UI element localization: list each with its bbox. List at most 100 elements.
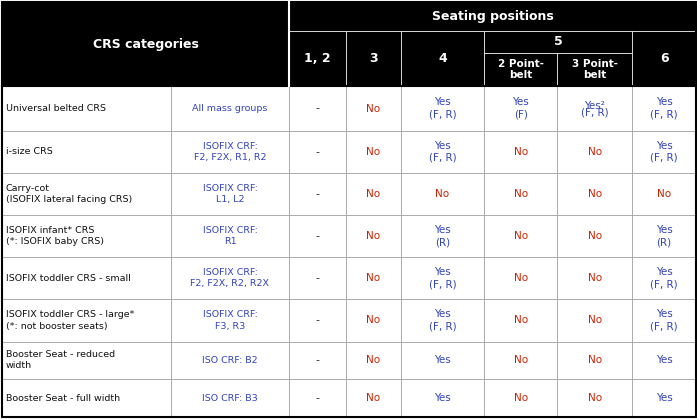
Bar <box>401 257 484 300</box>
Text: -: - <box>316 147 319 157</box>
Bar <box>171 379 289 417</box>
Text: -: - <box>316 231 319 241</box>
Text: No: No <box>436 189 450 199</box>
Text: (F, R): (F, R) <box>581 108 608 117</box>
Bar <box>558 86 632 131</box>
Text: -: - <box>316 355 319 365</box>
Bar <box>401 379 484 417</box>
Bar <box>401 341 484 379</box>
Bar <box>484 379 558 417</box>
Bar <box>632 341 696 379</box>
Text: 4: 4 <box>438 52 447 65</box>
Bar <box>558 300 632 341</box>
Bar <box>401 31 484 86</box>
Bar <box>171 257 289 300</box>
Bar <box>632 173 696 215</box>
Text: ISOFIX toddler CRS - large*
(*: not booster seats): ISOFIX toddler CRS - large* (*: not boos… <box>6 310 135 331</box>
Bar <box>401 300 484 341</box>
Bar <box>346 131 401 173</box>
Bar <box>484 173 558 215</box>
Text: No: No <box>514 355 528 365</box>
Text: Yes
(F): Yes (F) <box>512 97 529 120</box>
Bar <box>632 131 696 173</box>
Text: All mass groups: All mass groups <box>192 104 268 113</box>
Bar <box>171 131 289 173</box>
Bar <box>2 257 171 300</box>
Text: No: No <box>588 355 602 365</box>
Text: No: No <box>588 316 602 326</box>
Bar <box>289 257 346 300</box>
Text: Yes
(F, R): Yes (F, R) <box>429 97 457 120</box>
Text: Carry-cot
(ISOFIX lateral facing CRS): Carry-cot (ISOFIX lateral facing CRS) <box>6 184 132 204</box>
Text: No: No <box>588 189 602 199</box>
Text: No: No <box>514 393 528 403</box>
Text: -: - <box>316 393 319 403</box>
Text: CRS categories: CRS categories <box>93 38 199 51</box>
Bar <box>558 341 632 379</box>
Text: No: No <box>514 316 528 326</box>
Bar <box>558 379 632 417</box>
Bar <box>346 31 401 86</box>
Bar <box>558 257 632 300</box>
Bar <box>632 86 696 131</box>
Bar <box>346 215 401 257</box>
Bar <box>632 31 696 86</box>
Text: Yes
(F, R): Yes (F, R) <box>650 97 678 120</box>
Text: No: No <box>366 273 381 283</box>
Bar <box>289 86 346 131</box>
Text: 1, 2: 1, 2 <box>304 52 331 65</box>
Bar <box>558 173 632 215</box>
Text: Yes²: Yes² <box>584 101 605 111</box>
Text: Booster Seat - reduced
width: Booster Seat - reduced width <box>6 350 115 370</box>
Text: Yes
(F, R): Yes (F, R) <box>650 309 678 332</box>
Text: ISOFIX CRF:
F2, F2X, R2, R2X: ISOFIX CRF: F2, F2X, R2, R2X <box>190 268 270 288</box>
Bar <box>289 379 346 417</box>
Text: Universal belted CRS: Universal belted CRS <box>6 104 106 113</box>
Bar <box>632 300 696 341</box>
Text: -: - <box>316 316 319 326</box>
Bar <box>289 173 346 215</box>
Text: No: No <box>588 273 602 283</box>
Bar <box>346 173 401 215</box>
Bar <box>401 215 484 257</box>
Bar <box>289 131 346 173</box>
Text: 6: 6 <box>660 52 668 65</box>
Bar <box>558 131 632 173</box>
Bar <box>632 215 696 257</box>
Text: ISO CRF: B3: ISO CRF: B3 <box>202 393 258 403</box>
Text: No: No <box>366 316 381 326</box>
Text: 5: 5 <box>554 36 562 49</box>
Bar <box>346 300 401 341</box>
Bar <box>2 173 171 215</box>
Text: ISOFIX CRF:
F3, R3: ISOFIX CRF: F3, R3 <box>203 310 257 331</box>
Text: ISO CRF: B2: ISO CRF: B2 <box>202 356 258 365</box>
Bar <box>632 379 696 417</box>
Text: Booster Seat - full width: Booster Seat - full width <box>6 393 120 403</box>
Text: No: No <box>657 189 671 199</box>
Text: No: No <box>366 147 381 157</box>
Bar <box>2 86 171 131</box>
Text: Yes: Yes <box>656 393 673 403</box>
Bar <box>2 131 171 173</box>
Bar <box>2 215 171 257</box>
Text: No: No <box>588 147 602 157</box>
Text: Yes
(F, R): Yes (F, R) <box>650 267 678 290</box>
Text: -: - <box>316 189 319 199</box>
Text: -: - <box>316 273 319 283</box>
Text: No: No <box>514 189 528 199</box>
Text: No: No <box>588 231 602 241</box>
Bar <box>484 341 558 379</box>
Text: No: No <box>366 103 381 114</box>
Bar <box>346 341 401 379</box>
Bar <box>346 86 401 131</box>
Text: Seating positions: Seating positions <box>431 10 553 23</box>
Text: No: No <box>366 355 381 365</box>
Text: 3: 3 <box>369 52 378 65</box>
Bar <box>484 300 558 341</box>
Bar <box>484 31 632 53</box>
Bar <box>2 341 171 379</box>
Text: 2 Point-
belt: 2 Point- belt <box>498 59 544 80</box>
Text: Yes
(F, R): Yes (F, R) <box>429 141 457 163</box>
Bar <box>558 53 632 86</box>
Text: Yes
(R): Yes (R) <box>656 225 673 247</box>
